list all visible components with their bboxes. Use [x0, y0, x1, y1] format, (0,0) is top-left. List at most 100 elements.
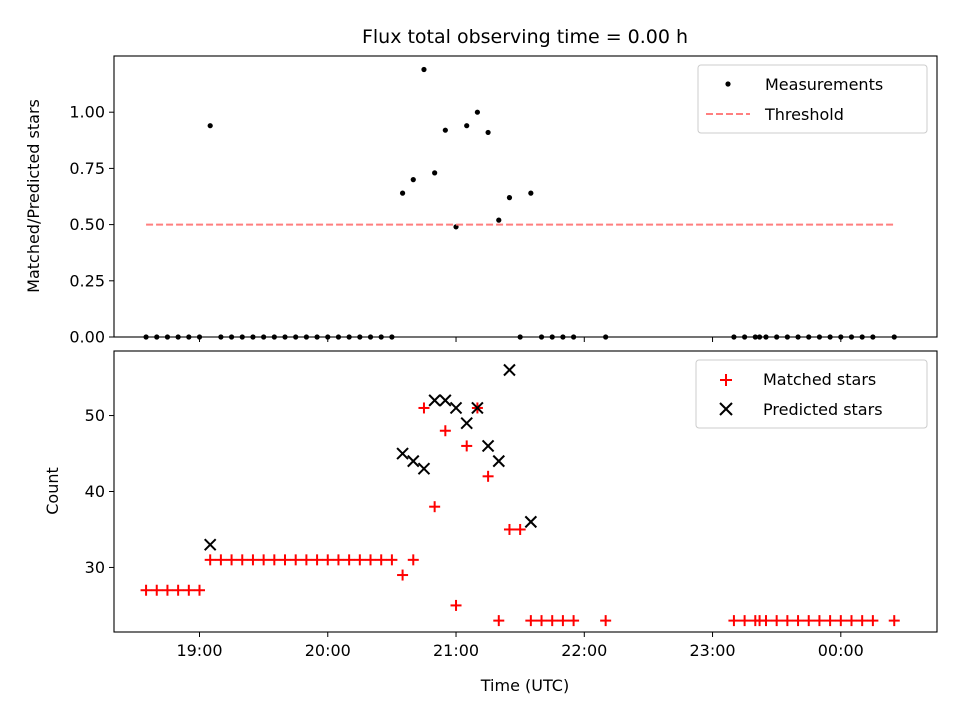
y-tick-label: 0.00: [69, 328, 105, 347]
legend-measurements-marker: [725, 81, 731, 87]
matched-star-point: [151, 584, 163, 596]
x-tick-label: 20:00: [305, 641, 351, 660]
matched-star-point: [300, 554, 312, 566]
measurement-point: [560, 334, 566, 340]
matched-star-point: [503, 523, 515, 535]
measurement-point: [282, 334, 288, 340]
legend-predicted-label: Predicted stars: [763, 400, 883, 419]
measurement-point: [731, 334, 737, 340]
panel-counts-y-ticks: 30 40 50: [85, 406, 114, 577]
matched-star-point: [845, 615, 857, 627]
matched-star-point: [343, 554, 355, 566]
matched-star-point: [215, 554, 227, 566]
matched-star-point: [183, 584, 195, 596]
measurement-point: [506, 195, 513, 201]
measurement-point: [774, 334, 780, 340]
measurement-point: [432, 170, 438, 176]
measurement-point: [261, 334, 267, 340]
matched-star-point: [279, 554, 291, 566]
measurement-point: [228, 334, 235, 340]
predicted-star-point: [492, 454, 505, 468]
matched-star-point: [536, 615, 548, 627]
measurement-point: [603, 334, 609, 340]
panel-ratio-legend-box: [697, 64, 928, 134]
matched-star-point: [311, 554, 323, 566]
matched-star-point: [888, 615, 900, 627]
measurement-point: [838, 334, 844, 340]
matched-star-point: [867, 615, 879, 627]
matched-star-point: [247, 554, 259, 566]
matched-star-point: [728, 615, 740, 627]
measurement-point: [742, 334, 748, 340]
matched-star-point: [514, 523, 526, 535]
panel-counts-marks: [140, 363, 900, 627]
x-tick-label: 19:00: [176, 641, 222, 660]
matched-star-point: [856, 615, 868, 627]
panel-ratio-legend: Measurements Threshold: [697, 64, 928, 134]
measurement-point: [806, 334, 812, 340]
legend-threshold-label: Threshold: [764, 105, 844, 124]
matched-star-point: [450, 599, 462, 611]
matched-star-point: [290, 554, 302, 566]
predicted-star-point: [407, 454, 420, 468]
panel-ratio-frame: [113, 55, 938, 338]
matched-star-point: [557, 615, 569, 627]
chart-title: Flux total observing time = 0.00 h: [362, 26, 688, 48]
panel-counts-legend: Matched stars Predicted stars: [695, 359, 928, 429]
matched-star-point: [546, 615, 558, 627]
matched-star-point: [354, 554, 366, 566]
x-axis-label: Time (UTC): [480, 676, 569, 695]
measurement-point: [442, 127, 448, 133]
matched-star-point: [792, 615, 804, 627]
measurement-point: [870, 334, 876, 340]
matched-star-point: [268, 554, 280, 566]
matched-star-point: [161, 584, 173, 596]
measurement-point: [239, 334, 245, 340]
measurement-point: [303, 334, 309, 340]
measurement-point: [848, 334, 855, 340]
measurement-point: [293, 334, 299, 340]
matched-star-point: [226, 554, 238, 566]
panel-counts-ylabel: Count: [43, 467, 62, 515]
measurement-point: [474, 109, 481, 115]
matched-star-point: [194, 584, 206, 596]
matched-star-point: [365, 554, 377, 566]
measurement-point: [752, 334, 758, 340]
predicted-star-point: [439, 394, 452, 407]
measurement-point: [143, 334, 149, 340]
matched-star-point: [482, 470, 494, 482]
predicted-star-point: [503, 363, 516, 377]
panel-ratio-ylabel: Matched/Predicted stars: [24, 99, 43, 293]
measurement-point: [325, 334, 331, 340]
predicted-star-point: [417, 462, 431, 475]
predicted-star-point: [524, 515, 538, 529]
matched-star-point: [439, 425, 451, 437]
predicted-star-point: [396, 447, 409, 460]
measurement-point: [859, 334, 865, 340]
measurement-point: [346, 334, 352, 340]
measurement-point: [196, 334, 203, 340]
y-tick-label: 0.50: [69, 215, 105, 234]
panel-ratio: 0.00 0.25 0.50 0.75 1.00 Matched/Predicted s…: [24, 55, 938, 347]
y-tick-label: 0.75: [69, 159, 105, 178]
measurement-point: [207, 123, 213, 129]
matched-star-point: [258, 554, 270, 566]
measurement-point: [389, 334, 395, 340]
measurement-point: [756, 334, 763, 340]
matched-star-point: [813, 615, 825, 627]
x-tick-label: 00:00: [818, 641, 864, 660]
matched-star-point: [418, 402, 430, 414]
matched-star-point: [140, 584, 152, 596]
measurement-point: [271, 334, 277, 340]
measurement-point: [399, 190, 406, 196]
panel-counts: 30 40 50 19:00 20:00 21:00 22:00 23:00 00:00 Co…: [43, 350, 938, 695]
measurement-point: [827, 334, 833, 340]
measurement-point: [763, 334, 769, 340]
matched-star-point: [332, 554, 344, 566]
measurement-point: [186, 334, 192, 340]
predicted-star-point: [428, 394, 441, 407]
measurement-point: [164, 334, 171, 340]
predicted-star-point: [460, 416, 473, 430]
predicted-star-point: [449, 401, 463, 415]
